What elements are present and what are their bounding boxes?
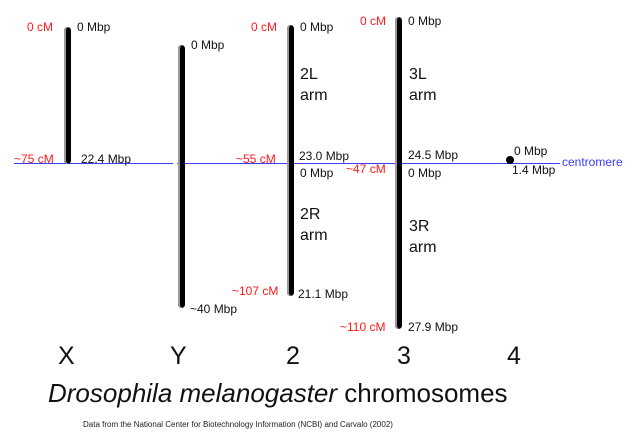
x-top-mbp: 0 Mbp <box>77 20 111 34</box>
x-centromere-cm: ~75 cM <box>14 152 54 166</box>
c3-left-arm-label: 3L arm <box>409 66 437 104</box>
title-rest: chromosomes <box>337 378 508 408</box>
c3-centromere-mbp-lower: 0 Mbp <box>408 166 442 180</box>
diagram-title: Drosophila melanogaster chromosomes <box>48 378 508 409</box>
c4-bottom-mbp: 1.4 Mbp <box>512 163 556 177</box>
y-top-mbp: 0 Mbp <box>191 38 225 52</box>
y-bottom-mbp: ~40 Mbp <box>190 302 238 316</box>
c2-bottom-mbp: 21.1 Mbp <box>298 287 349 301</box>
label-2: 2 <box>286 342 300 370</box>
chromosome-3-bar <box>395 17 402 329</box>
chromosome-y-bar <box>178 45 185 308</box>
centromere-label: centromere <box>562 155 623 169</box>
c2-left-arm-label: 2L arm <box>300 66 328 104</box>
c3-top-cm: 0 cM <box>360 14 387 28</box>
c3-bottom-mbp: 27.9 Mbp <box>408 320 459 334</box>
footnote: Data from the National Center for Biotec… <box>83 420 393 429</box>
chromosome-2-bar <box>287 25 294 296</box>
c3-centromere-cm: ~47 cM <box>346 162 386 176</box>
c3-top-mbp: 0 Mbp <box>408 14 442 28</box>
chromosome-x-bar <box>64 27 71 164</box>
chromosome-y-centromere <box>173 162 177 165</box>
label-y: Y <box>170 342 187 370</box>
c2-centromere-mbp-upper: 23.0 Mbp <box>299 149 350 163</box>
c3-bottom-cm: ~110 cM <box>340 320 386 334</box>
chromosome-4-dot <box>506 156 514 164</box>
title-species: Drosophila melanogaster <box>48 378 338 408</box>
c2-centromere-mbp-lower: 0 Mbp <box>300 166 334 180</box>
c2-centromere-cm: ~55 cM <box>236 152 276 166</box>
x-centromere-mbp: 22.4 Mbp <box>81 152 132 166</box>
c4-top-mbp: 0 Mbp <box>514 144 548 158</box>
c2-top-mbp: 0 Mbp <box>300 20 334 34</box>
x-top-cm: 0 cM <box>27 20 54 34</box>
label-4: 4 <box>507 342 521 370</box>
c2-right-arm-label: 2R arm <box>300 206 328 244</box>
c2-top-cm: 0 cM <box>251 20 278 34</box>
c3-right-arm-label: 3R arm <box>409 218 437 256</box>
label-3: 3 <box>397 342 411 370</box>
label-x: X <box>58 342 75 370</box>
c2-bottom-cm: ~107 cM <box>232 284 279 298</box>
c3-centromere-mbp-upper: 24.5 Mbp <box>408 148 459 162</box>
